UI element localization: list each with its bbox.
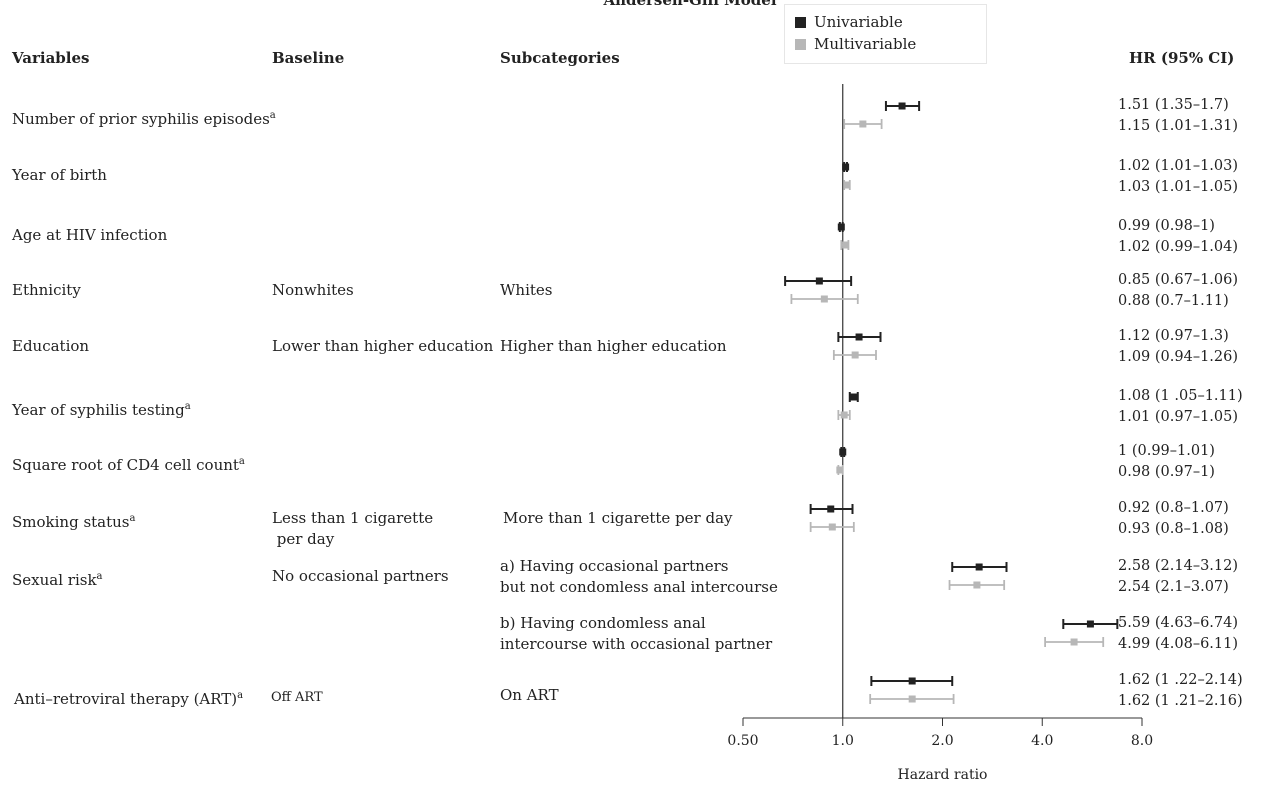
multivariable-point (973, 581, 981, 589)
multivariable-point (820, 295, 828, 303)
multivariable-point (836, 466, 844, 474)
univariable-point (850, 393, 858, 401)
subcategory-label: Higher than higher education (500, 337, 727, 355)
univariable-point (839, 448, 847, 456)
hr-univariable: 0.85 (0.67–1.06) (1118, 272, 1239, 288)
variable-label: Year of syphilis testinga (12, 401, 191, 419)
multivariable-point (840, 411, 848, 419)
variable-label: Year of birth (12, 166, 107, 184)
x-axis-label: Hazard ratio (898, 767, 988, 783)
hr-multivariable: 2.54 (2.1–3.07) (1118, 579, 1229, 595)
multivariable-point (843, 181, 851, 189)
subcategory-label: On ART (500, 686, 559, 704)
variable-label: Anti–retroviral therapy (ART)a (14, 690, 244, 708)
multivariable-point (908, 695, 916, 703)
multivariable-point (1070, 638, 1078, 646)
multivariable-point (828, 523, 836, 531)
hr-univariable: 1.12 (0.97–1.3) (1118, 328, 1229, 344)
variable-label: Square root of CD4 cell counta (12, 456, 245, 474)
multivariable-point (859, 120, 867, 128)
multivariable-swatch (795, 39, 806, 50)
multivariable-point (851, 351, 859, 359)
hr-multivariable: 1.62 (1 .21–2.16) (1118, 693, 1243, 709)
hr-univariable: 0.99 (0.98–1) (1118, 218, 1215, 234)
univariable-point (908, 677, 916, 685)
univariable-point (842, 163, 850, 171)
univariable-point (898, 102, 906, 110)
hr-multivariable: 1.01 (0.97–1.05) (1118, 409, 1239, 425)
hr-univariable: 1 (0.99–1.01) (1118, 443, 1215, 459)
variable-label: Smoking statusa (12, 513, 136, 531)
subcategory-label: Whites (500, 281, 553, 299)
hr-multivariable: 1.03 (1.01–1.05) (1118, 179, 1239, 195)
univariable-point (827, 505, 835, 513)
univariable-point (837, 223, 845, 231)
x-tick-label: 1.0 (832, 733, 854, 749)
hr-univariable: 1.51 (1.35–1.7) (1118, 97, 1229, 113)
hr-univariable: 0.92 (0.8–1.07) (1118, 500, 1229, 516)
univariable-point (855, 333, 863, 341)
univariable-point (1086, 620, 1094, 628)
chart-title: Andersen-Gill Model (603, 0, 777, 9)
hr-multivariable: 4.99 (4.08–6.11) (1118, 636, 1239, 652)
hr-multivariable: 0.88 (0.7–1.11) (1118, 293, 1229, 309)
variable-label: Sexual riska (12, 571, 103, 589)
hr-univariable: 5.59 (4.63–6.74) (1118, 615, 1239, 631)
header-hr: HR (95% CI) (1129, 49, 1235, 67)
legend-multivariable: Multivariable (795, 35, 916, 53)
hr-multivariable: 0.98 (0.97–1) (1118, 464, 1215, 480)
legend-multivariable-label: Multivariable (814, 35, 917, 53)
variable-label: Ethnicity (12, 281, 81, 299)
hr-multivariable: 1.02 (0.99–1.04) (1118, 239, 1239, 255)
x-tick-label: 0.50 (727, 733, 758, 749)
x-tick-label: 8.0 (1131, 733, 1153, 749)
subcategory-label-line2: intercourse with occasional partner (500, 635, 773, 653)
variable-label: Number of prior syphilis episodesa (12, 110, 276, 128)
subcategory-label: b) Having condomless anal (500, 614, 706, 632)
legend: Univariable Multivariable (784, 4, 987, 64)
baseline-label: Off ART (271, 690, 323, 705)
univariable-point (975, 563, 983, 571)
hr-univariable: 1.08 (1 .05–1.11) (1118, 388, 1243, 404)
hr-univariable: 2.58 (2.14–3.12) (1118, 558, 1239, 574)
hr-univariable: 1.62 (1 .22–2.14) (1118, 672, 1243, 688)
univariable-point (815, 277, 823, 285)
header-baseline: Baseline (272, 49, 345, 67)
subcategory-label: More than 1 cigarette per day (503, 509, 733, 527)
baseline-label: Nonwhites (272, 281, 354, 299)
subcategory-label-line2: but not condomless anal intercourse (500, 578, 778, 596)
variable-label: Age at HIV infection (12, 226, 168, 244)
baseline-label: Lower than higher education (272, 337, 494, 355)
hr-multivariable: 1.15 (1.01–1.31) (1118, 118, 1239, 134)
baseline-label-line2: per day (272, 530, 335, 548)
legend-univariable-label: Univariable (814, 13, 903, 31)
hr-multivariable: 1.09 (0.94–1.26) (1118, 349, 1239, 365)
hr-multivariable: 0.93 (0.8–1.08) (1118, 521, 1229, 537)
baseline-label: No occasional partners (272, 567, 449, 585)
x-tick-label: 4.0 (1031, 733, 1053, 749)
univariable-swatch (795, 17, 806, 28)
header-subcategories: Subcategories (500, 49, 620, 67)
multivariable-point (842, 241, 850, 249)
variable-label: Education (12, 337, 90, 355)
header-variables: Variables (12, 49, 90, 67)
subcategory-label: a) Having occasional partners (500, 557, 729, 575)
legend-univariable: Univariable (795, 13, 903, 31)
baseline-label: Less than 1 cigarette (272, 509, 434, 527)
x-tick-label: 2.0 (931, 733, 953, 749)
hr-univariable: 1.02 (1.01–1.03) (1118, 158, 1239, 174)
